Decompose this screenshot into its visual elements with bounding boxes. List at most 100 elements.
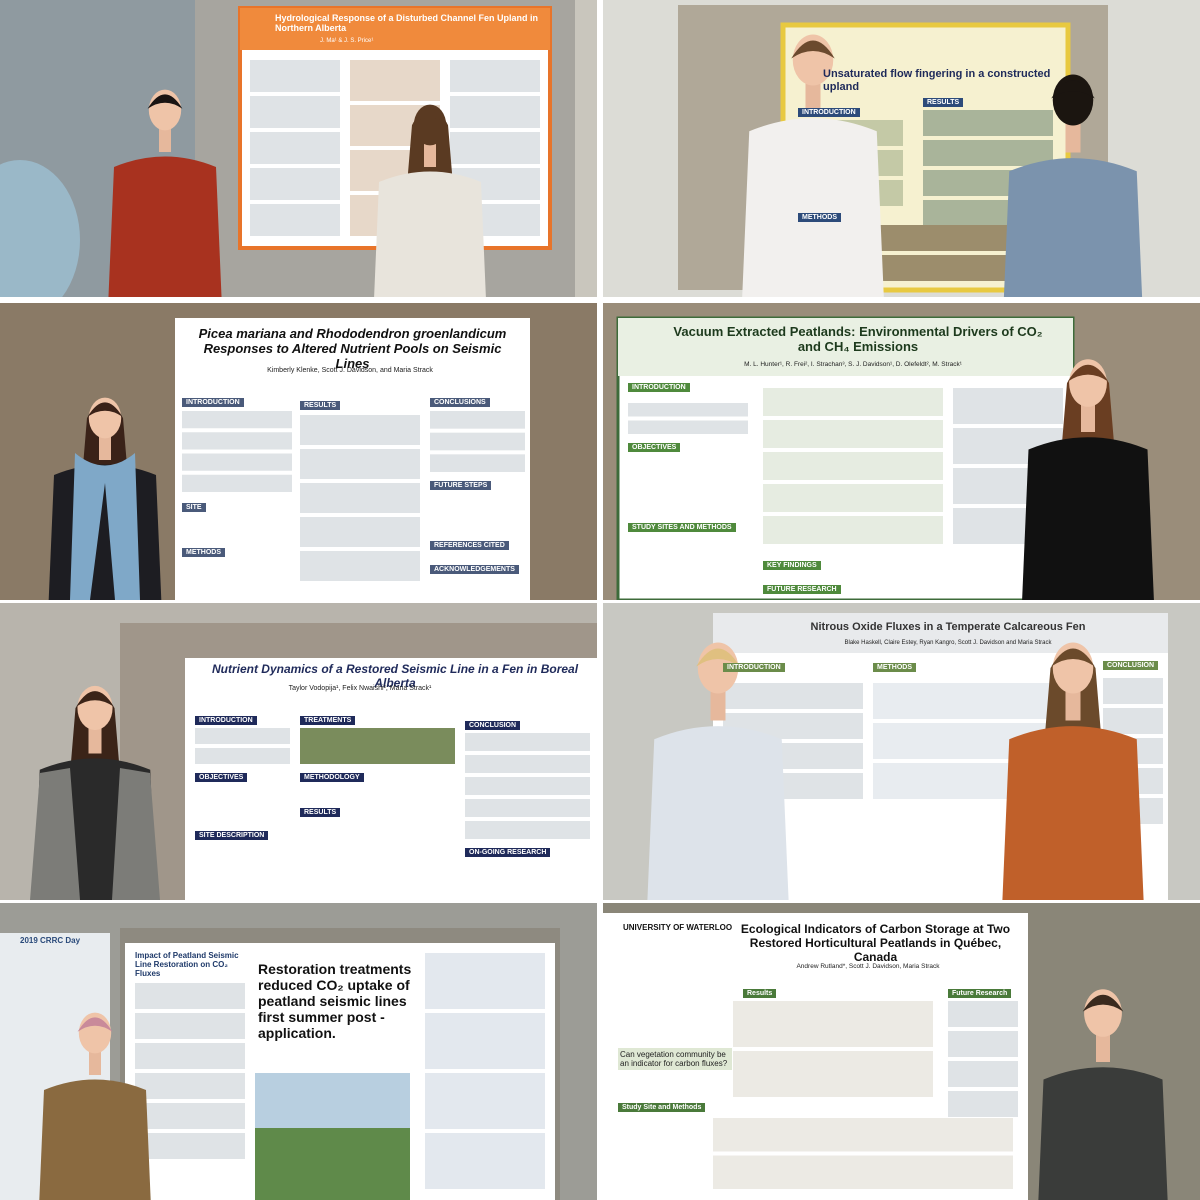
photo-scene (0, 0, 575, 297)
poster-content (465, 799, 590, 817)
poster-content (713, 1118, 1013, 1152)
poster-content (948, 1091, 1018, 1117)
section-heading: OBJECTIVES (195, 773, 248, 782)
photo-panel: Vacuum Extracted Peatlands: Environmenta… (603, 303, 1200, 600)
sky (255, 1073, 410, 1128)
authors: M. L. Hunter¹, R. Frei², I. Strachan³, S… (744, 361, 962, 368)
section-heading: OBJECTIVES (628, 443, 681, 452)
poster-content (948, 1001, 1018, 1027)
neck (1065, 122, 1081, 153)
poster-title: Unsaturated flow fingering in a construc… (823, 68, 1051, 93)
neck (89, 1051, 101, 1075)
hair (77, 1017, 113, 1032)
poster-content (182, 411, 292, 429)
poster-content (628, 420, 748, 434)
authors: Taylor Vodopija¹, Felix Nwaishi², Maria … (288, 685, 432, 692)
section-heading: ACKNOWLEDGEMENTS (430, 565, 519, 574)
body (48, 464, 162, 600)
photo-scene (678, 5, 1143, 297)
poster-content (430, 432, 525, 451)
hair (696, 648, 740, 667)
poster-content (300, 449, 420, 479)
poster-content (465, 733, 590, 751)
section-heading: FUTURE STEPS (430, 481, 492, 490)
poster-content (733, 1051, 933, 1097)
poster-content (465, 777, 590, 795)
section-heading: RESULTS (923, 98, 964, 107)
section-heading: INTRODUCTION (195, 716, 257, 725)
poster-content (425, 1073, 545, 1129)
poster-content (135, 1073, 245, 1099)
poster-content (923, 110, 1053, 136)
section-heading: SITE DESCRIPTION (195, 831, 269, 840)
body (1002, 726, 1144, 900)
poster-content (1103, 708, 1163, 734)
hair (147, 94, 183, 109)
poster-content (628, 403, 748, 417)
hair (76, 691, 114, 707)
poster-content (250, 204, 340, 236)
hair (1051, 648, 1095, 667)
poster-content (300, 551, 420, 581)
poster-content (135, 1043, 245, 1069)
photo-panel: Hydrological Response of a Disturbed Cha… (0, 0, 597, 297)
poster-content (250, 96, 340, 128)
hair (87, 402, 123, 417)
poster-content (450, 60, 540, 92)
poster-content (923, 140, 1053, 166)
poster-content (425, 1133, 545, 1189)
neck (159, 128, 171, 152)
section-heading: METHODS (182, 548, 225, 557)
poster-content (182, 453, 292, 471)
poster-content (430, 454, 525, 472)
poster-content (250, 132, 340, 164)
question: Can vegetation community be an indicator… (618, 1048, 732, 1071)
poster-content (723, 683, 863, 709)
poster-content (135, 983, 245, 1009)
neck (710, 690, 726, 721)
poster-content (465, 755, 590, 773)
photo-panel: 2019 CRRC Day Impact of Peatland Seismic … (0, 903, 597, 1200)
section-heading: INTRODUCTION (628, 383, 690, 392)
poster-content (450, 96, 540, 128)
body (39, 1079, 151, 1200)
poster-content (300, 415, 420, 445)
poster-content (763, 388, 943, 416)
poster-title: Impact of Peatland Seismic Line Restorat… (135, 951, 239, 979)
person (0, 160, 80, 297)
section-heading: INTRODUCTION (798, 108, 860, 117)
section-heading: METHODS (873, 663, 916, 672)
poster-content (763, 452, 943, 480)
poster-content (250, 60, 340, 92)
section-heading: RESULTS (300, 401, 341, 410)
section-heading: INTRODUCTION (723, 663, 785, 672)
section-heading: KEY FINDINGS (763, 561, 821, 570)
poster-title: Nitrous Oxide Fluxes in a Temperate Calc… (810, 621, 1086, 633)
poster-content (250, 168, 340, 200)
poster-content (195, 728, 290, 744)
photo-scene (616, 316, 1154, 600)
body (647, 726, 789, 900)
side-poster: 2019 CRRC Day (20, 936, 81, 945)
neck (1081, 404, 1095, 432)
neck (99, 436, 111, 460)
neck (1096, 1034, 1110, 1062)
poster-title: Hydrological Response of a Disturbed Cha… (275, 13, 539, 34)
hair (1082, 994, 1124, 1012)
section-heading: CONCLUSIONS (430, 398, 490, 407)
photo-panel: Nitrous Oxide Fluxes in a Temperate Calc… (603, 603, 1200, 900)
poster-content (713, 1155, 1013, 1189)
poster-content (763, 516, 943, 544)
photo-panel: Nutrient Dynamics of a Restored Seismic … (0, 603, 597, 900)
authors: Blake Haskell, Claire Estey, Ryan Kangro… (844, 640, 1052, 646)
photo-scene (48, 318, 530, 600)
poster-content (953, 388, 1063, 424)
section-heading: RESULTS (300, 808, 341, 817)
section-heading: Future Research (948, 989, 1012, 998)
university: UNIVERSITY OF WATERLOO (623, 923, 733, 932)
neck (1065, 690, 1081, 721)
body (374, 171, 486, 297)
poster-content (733, 1001, 933, 1047)
authors: Andrew Rutland*, Scott J. Davidson, Mari… (796, 963, 940, 970)
